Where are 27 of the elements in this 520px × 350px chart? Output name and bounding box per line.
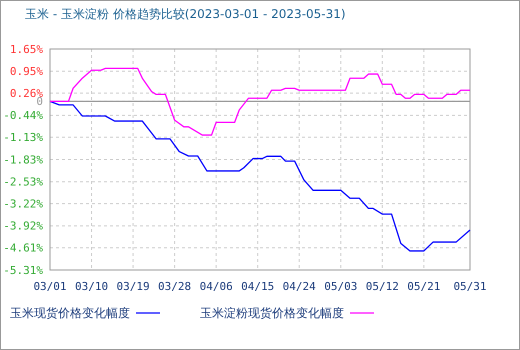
line-series: [49, 100, 471, 252]
x-tick-label: 04/15: [241, 280, 274, 293]
y-tick-label: -4.61%: [3, 242, 44, 255]
x-tick-label: 05/21: [407, 280, 440, 293]
y-tick-label: 1.65%: [10, 42, 44, 56]
x-tick-label: 04/06: [200, 280, 233, 293]
legend-label: 玉米现货价格变化幅度: [10, 306, 130, 320]
x-tick-label: 05/12: [366, 280, 399, 293]
x-tick-label: 03/01: [33, 280, 67, 293]
y-tick-label: -1.83%: [3, 153, 44, 166]
y-tick-label: -2.53%: [3, 176, 44, 189]
x-tick-label: 03/10: [74, 280, 108, 293]
x-tick-label: 05/03: [324, 280, 358, 293]
line-series: [49, 68, 471, 136]
chart-title: 玉米 - 玉米淀粉 价格趋势比较(2023-03-01 - 2023-05-31): [25, 7, 346, 21]
x-tick-label: 03/28: [158, 280, 192, 293]
legend-label: 玉米淀粉现货价格变化幅度: [200, 306, 344, 320]
x-tick-label: 04/24: [282, 280, 316, 293]
y-tick-label: 0.95%: [10, 65, 44, 78]
y-tick-label: -3.22%: [3, 197, 44, 210]
y-tick-label: -3.92%: [3, 220, 44, 233]
y-tick-label: 0: [36, 95, 43, 108]
y-tick-label: -0.44%: [3, 109, 44, 122]
x-tick-label: 05/31: [453, 280, 487, 293]
y-tick-label: -5.31%: [3, 264, 44, 277]
x-tick-label: 03/19: [116, 280, 150, 293]
y-tick-label: -1.13%: [3, 131, 44, 144]
